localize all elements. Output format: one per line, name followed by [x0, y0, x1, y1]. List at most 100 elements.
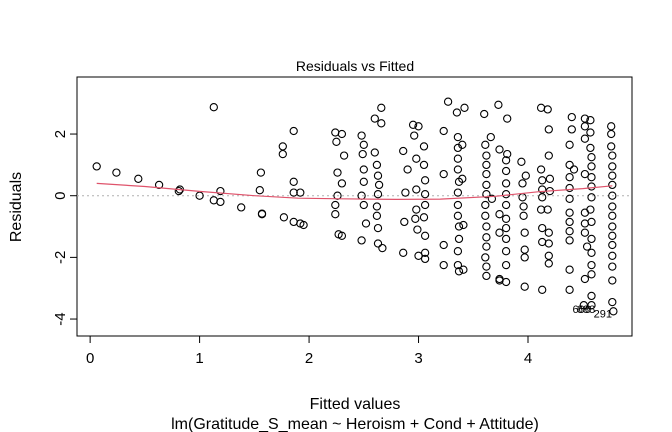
- residual-point: [453, 132, 463, 142]
- residual-point: [565, 208, 574, 217]
- y-axis: -4 -2 0 2: [52, 130, 77, 326]
- residual-point: [373, 239, 383, 248]
- residual-point: [521, 171, 530, 180]
- chart-title: Residuals vs Fitted: [296, 58, 414, 74]
- residual-point: [520, 245, 529, 254]
- residual-point: [545, 174, 555, 183]
- residual-point: [608, 191, 617, 200]
- residual-point: [357, 131, 366, 140]
- residual-point: [419, 142, 429, 151]
- residual-point: [419, 213, 429, 222]
- residual-point: [536, 205, 546, 214]
- residual-point: [372, 160, 382, 170]
- residual-point: [373, 190, 383, 199]
- residual-point: [580, 208, 590, 217]
- y-tick-label: 0: [52, 192, 69, 200]
- y-tick-label: -4: [52, 312, 69, 325]
- residual-point: [544, 251, 553, 260]
- residual-point: [358, 149, 367, 159]
- residual-point: [480, 109, 489, 119]
- residual-point: [482, 160, 491, 170]
- residual-point: [278, 142, 287, 151]
- residual-point: [359, 140, 368, 149]
- residual-point: [567, 112, 576, 122]
- residual-point: [482, 271, 491, 281]
- residual-point: [608, 231, 617, 240]
- residual-point: [495, 145, 504, 154]
- residual-point: [359, 165, 368, 174]
- residual-point: [331, 128, 340, 137]
- residual-point: [544, 125, 553, 134]
- residual-point: [587, 248, 596, 257]
- residual-point: [257, 210, 267, 219]
- residual-point: [420, 231, 430, 240]
- residual-point: [608, 297, 617, 307]
- residual-point: [412, 154, 421, 163]
- residual-point: [373, 223, 383, 233]
- residual-point: [518, 179, 527, 188]
- residual-point: [536, 165, 546, 174]
- residual-point: [377, 119, 386, 128]
- residual-point: [501, 260, 511, 270]
- outlier-label: 291: [594, 308, 612, 320]
- x-tick-label: 0: [86, 350, 94, 367]
- residual-point: [482, 242, 491, 251]
- residual-point: [333, 168, 342, 177]
- x-axis-label: Fitted values: [310, 396, 401, 413]
- residual-point: [544, 259, 553, 268]
- residual-point: [289, 217, 298, 227]
- residual-point: [209, 196, 218, 205]
- residual-point: [481, 140, 490, 149]
- residual-point: [299, 220, 308, 230]
- residual-point: [607, 122, 616, 131]
- residual-point: [339, 151, 349, 160]
- x-tick-label: 2: [305, 350, 313, 367]
- residual-point: [501, 277, 511, 287]
- residual-point: [443, 97, 453, 106]
- residual-point: [501, 156, 511, 165]
- residual-point: [565, 227, 574, 236]
- residual-point: [403, 165, 412, 174]
- residual-point: [400, 217, 409, 227]
- residual-point: [608, 202, 617, 211]
- residual-point: [587, 182, 596, 191]
- y-tick-label: -2: [52, 251, 69, 264]
- x-tick-label: 4: [524, 350, 532, 367]
- residual-point: [607, 129, 616, 139]
- residual-point: [501, 247, 511, 256]
- residual-point: [359, 177, 368, 186]
- residual-point: [439, 169, 448, 179]
- residual-point: [608, 262, 617, 271]
- residual-point: [495, 210, 504, 219]
- residual-point: [608, 171, 617, 180]
- residual-point: [567, 125, 576, 134]
- smoother-line: [96, 182, 613, 201]
- residual-point: [565, 265, 574, 274]
- residual-point: [481, 200, 490, 210]
- residual-point: [486, 132, 495, 142]
- residual-point: [458, 174, 467, 183]
- residual-point: [587, 162, 596, 171]
- residual-point: [607, 142, 616, 151]
- residual-point: [501, 200, 511, 210]
- residual-point: [495, 228, 504, 237]
- residual-point: [459, 265, 468, 274]
- residual-point: [439, 126, 448, 136]
- model-formula-subtitle: lm(Gratitude_S_mean ~ Heroism + Cond + A…: [171, 416, 539, 432]
- residual-point: [331, 200, 340, 210]
- residual-point: [331, 210, 340, 219]
- residual-point: [453, 211, 463, 220]
- residual-point: [289, 177, 298, 186]
- plot-frame: [76, 76, 633, 337]
- residual-point: [399, 248, 408, 257]
- residual-point: [419, 160, 429, 170]
- residual-point: [454, 267, 464, 276]
- residual-point: [337, 179, 347, 188]
- residual-point: [520, 253, 529, 262]
- residual-point: [413, 225, 422, 234]
- residual-point: [518, 193, 527, 202]
- residual-point: [377, 103, 386, 112]
- residual-point: [544, 151, 553, 160]
